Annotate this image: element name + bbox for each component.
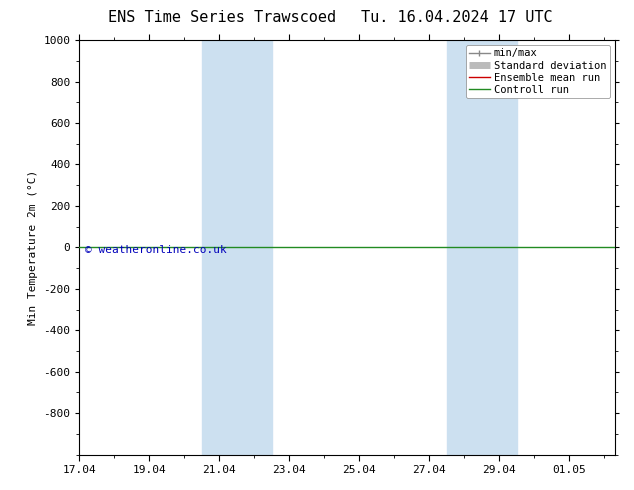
Bar xyxy=(447,40,517,455)
Y-axis label: Min Temperature 2m (°C): Min Temperature 2m (°C) xyxy=(28,170,37,325)
Legend: min/max, Standard deviation, Ensemble mean run, Controll run: min/max, Standard deviation, Ensemble me… xyxy=(466,46,610,98)
Bar xyxy=(202,40,272,455)
Text: Tu. 16.04.2024 17 UTC: Tu. 16.04.2024 17 UTC xyxy=(361,10,552,25)
Text: © weatheronline.co.uk: © weatheronline.co.uk xyxy=(84,245,226,255)
Text: ENS Time Series Trawscoed: ENS Time Series Trawscoed xyxy=(108,10,336,25)
